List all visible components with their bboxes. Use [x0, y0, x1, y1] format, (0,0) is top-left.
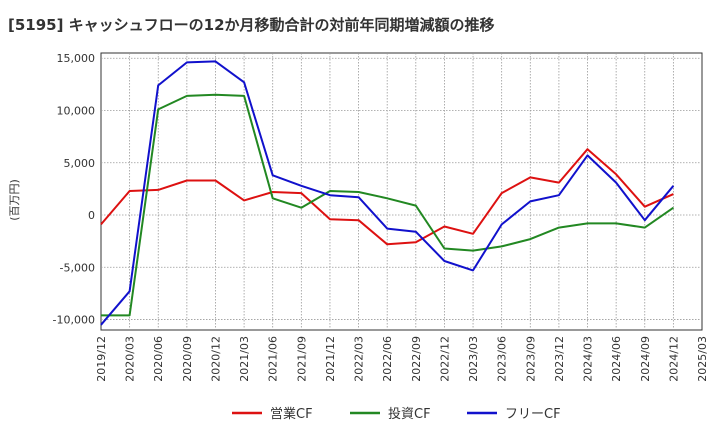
x-tick-label: 2023/03 [467, 336, 480, 382]
x-tick-label: 2020/12 [209, 336, 222, 382]
y-tick-label: 0 [88, 209, 95, 222]
y-tick-label: -5,000 [60, 261, 95, 274]
chart-title: [5195] キャッシュフローの12か月移動合計の対前年同期増減額の推移 [8, 16, 495, 34]
x-ticks: 2019/12 2020/03 2020/06 2020/09 2020/12 2021/… [95, 336, 709, 382]
x-tick-label: 2022/12 [438, 336, 451, 382]
y-tick-label: 5,000 [64, 157, 96, 170]
series-line-投資CF [101, 93, 674, 317]
x-tick-label: 2020/03 [124, 336, 137, 382]
x-tick-label: 2025/03 [696, 336, 709, 382]
x-tick-label: 2023/12 [553, 336, 566, 382]
y-tick-label: 10,000 [57, 104, 96, 117]
y-axis-label: (百万円) [8, 179, 21, 221]
x-tick-label: 2020/09 [181, 336, 194, 382]
series-lines [100, 60, 675, 326]
x-tick-label: 2024/06 [610, 336, 623, 382]
x-tick-label: 2024/12 [667, 336, 680, 382]
plot-frame [100, 52, 703, 331]
x-tick-label: 2023/09 [524, 336, 537, 382]
legend-label: フリーCF [505, 407, 561, 422]
x-tick-label: 2020/06 [152, 336, 165, 382]
y-tick-label: -10,000 [53, 314, 95, 327]
y-tick-label: 15,000 [57, 52, 96, 65]
x-tick-label: 2022/09 [410, 336, 423, 382]
x-tick-label: 2021/03 [238, 336, 251, 382]
x-tick-label: 2021/06 [267, 336, 280, 382]
x-tick-label: 2024/09 [639, 336, 652, 382]
legend-label: 営業CF [270, 406, 313, 422]
x-tick-label: 2021/09 [295, 336, 308, 382]
plot-area [100, 52, 703, 331]
x-tick-label: 2024/03 [582, 336, 595, 382]
series-line-営業CF [100, 148, 674, 246]
series-line-フリーCF [100, 60, 675, 326]
legend: 営業CF 投資CF フリーCF [232, 406, 561, 422]
x-tick-label: 2022/03 [353, 336, 366, 382]
x-tick-label: 2021/12 [324, 336, 337, 382]
y-ticks: -10,000 -5,000 0 5,000 10,000 15,000 [53, 52, 95, 326]
x-tick-label: 2022/06 [381, 336, 394, 382]
x-tick-label: 2019/12 [95, 336, 108, 382]
legend-label: 投資CF [388, 406, 431, 422]
x-tick-label: 2023/06 [496, 336, 509, 382]
